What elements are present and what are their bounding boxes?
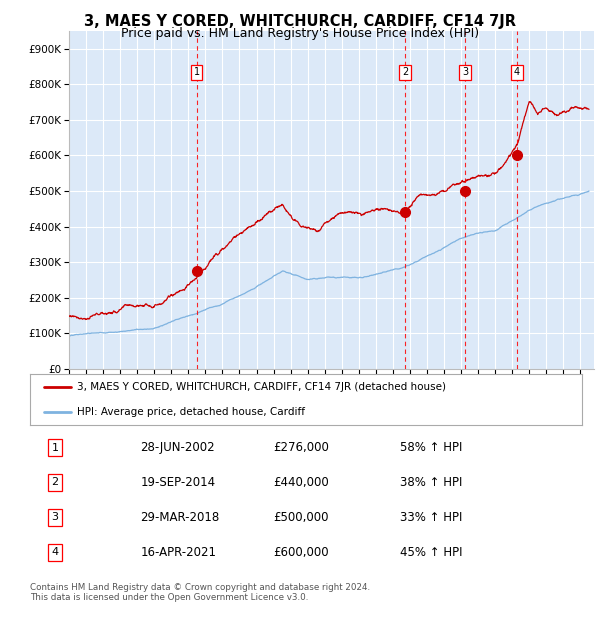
Text: 4: 4 (51, 547, 58, 557)
Text: £500,000: £500,000 (273, 511, 328, 524)
Text: 2: 2 (51, 477, 58, 487)
Text: £600,000: £600,000 (273, 546, 329, 559)
Text: 1: 1 (52, 443, 58, 453)
Text: 33% ↑ HPI: 33% ↑ HPI (400, 511, 462, 524)
Text: 38% ↑ HPI: 38% ↑ HPI (400, 476, 462, 489)
Text: 28-JUN-2002: 28-JUN-2002 (140, 441, 215, 454)
Text: 16-APR-2021: 16-APR-2021 (140, 546, 217, 559)
Text: 19-SEP-2014: 19-SEP-2014 (140, 476, 215, 489)
Text: 3: 3 (462, 67, 468, 78)
Text: 4: 4 (514, 67, 520, 78)
Text: Price paid vs. HM Land Registry's House Price Index (HPI): Price paid vs. HM Land Registry's House … (121, 27, 479, 40)
Text: £276,000: £276,000 (273, 441, 329, 454)
Text: 29-MAR-2018: 29-MAR-2018 (140, 511, 220, 524)
Text: 3, MAES Y CORED, WHITCHURCH, CARDIFF, CF14 7JR: 3, MAES Y CORED, WHITCHURCH, CARDIFF, CF… (84, 14, 516, 29)
Text: 3: 3 (52, 512, 58, 523)
Text: Contains HM Land Registry data © Crown copyright and database right 2024.
This d: Contains HM Land Registry data © Crown c… (30, 583, 370, 602)
Text: 1: 1 (194, 67, 200, 78)
Text: 45% ↑ HPI: 45% ↑ HPI (400, 546, 463, 559)
Text: 3, MAES Y CORED, WHITCHURCH, CARDIFF, CF14 7JR (detached house): 3, MAES Y CORED, WHITCHURCH, CARDIFF, CF… (77, 381, 446, 392)
Text: HPI: Average price, detached house, Cardiff: HPI: Average price, detached house, Card… (77, 407, 305, 417)
Text: 58% ↑ HPI: 58% ↑ HPI (400, 441, 462, 454)
Text: 2: 2 (402, 67, 408, 78)
Text: £440,000: £440,000 (273, 476, 329, 489)
